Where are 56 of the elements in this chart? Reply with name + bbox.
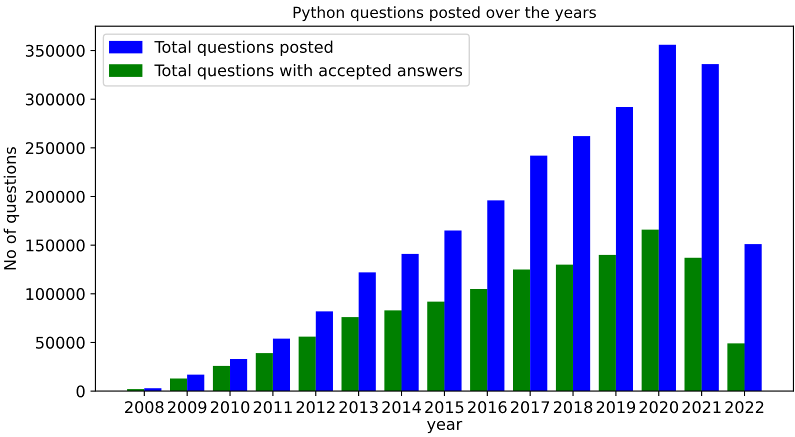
bar — [384, 310, 402, 392]
bar — [170, 378, 188, 392]
x-tick-label: 2015 — [425, 401, 464, 414]
x-tick-label: 2020 — [640, 401, 678, 414]
y-tick-label: 250000 — [26, 142, 85, 154]
y-tick-label: 50000 — [36, 336, 85, 349]
bar — [530, 156, 548, 392]
bar — [702, 64, 719, 392]
bar — [556, 264, 574, 392]
legend-label: Total questions with accepted answers — [154, 64, 462, 80]
bar — [470, 288, 488, 392]
bar — [642, 230, 659, 392]
y-tick-label: 200000 — [26, 190, 85, 203]
x-tick-label: 2011 — [254, 401, 292, 414]
x-tick-label: 2017 — [511, 401, 550, 414]
x-tick-label: 2018 — [554, 401, 592, 414]
legend-label: Total questions posted — [154, 40, 332, 56]
chart-title: Python questions posted over the years — [294, 6, 596, 22]
bar — [573, 136, 590, 392]
bar — [342, 317, 359, 392]
x-tick-label: 2009 — [168, 401, 206, 414]
x-tick-label: 2022 — [725, 401, 764, 414]
y-tick-label: 0 — [76, 385, 85, 398]
bar — [427, 302, 444, 392]
bar — [598, 254, 616, 392]
bar — [684, 258, 702, 392]
bar — [298, 336, 316, 392]
bar — [358, 272, 376, 392]
x-tick-label: 2010 — [210, 401, 250, 414]
x-tick-label: 2021 — [682, 401, 721, 414]
y-axis-title: No of questions — [4, 147, 20, 270]
bar — [402, 254, 419, 392]
bar — [230, 359, 248, 392]
x-tick-label: 2013 — [340, 401, 378, 414]
y-tick-label: 100000 — [26, 288, 85, 300]
y-tick-label: 300000 — [26, 93, 85, 106]
y-tick-label: 350000 — [26, 44, 85, 57]
bar — [487, 200, 504, 392]
bar — [444, 230, 462, 392]
bar — [187, 374, 204, 392]
x-tick-label: 2016 — [468, 401, 507, 414]
bar — [316, 311, 333, 392]
y-tick-label: 150000 — [26, 239, 85, 252]
bar — [616, 106, 634, 392]
bar — [658, 44, 676, 392]
bar — [727, 343, 745, 392]
bar — [256, 353, 273, 392]
bar — [272, 338, 290, 392]
x-tick-label: 2012 — [296, 401, 335, 414]
x-tick-label: 2019 — [596, 401, 636, 414]
x-tick-label: 2014 — [382, 401, 421, 414]
bar — [212, 366, 230, 392]
x-tick-label: 2008 — [125, 401, 164, 414]
x-axis-title: year — [427, 420, 462, 434]
bar — [744, 244, 762, 392]
bar — [513, 269, 530, 392]
